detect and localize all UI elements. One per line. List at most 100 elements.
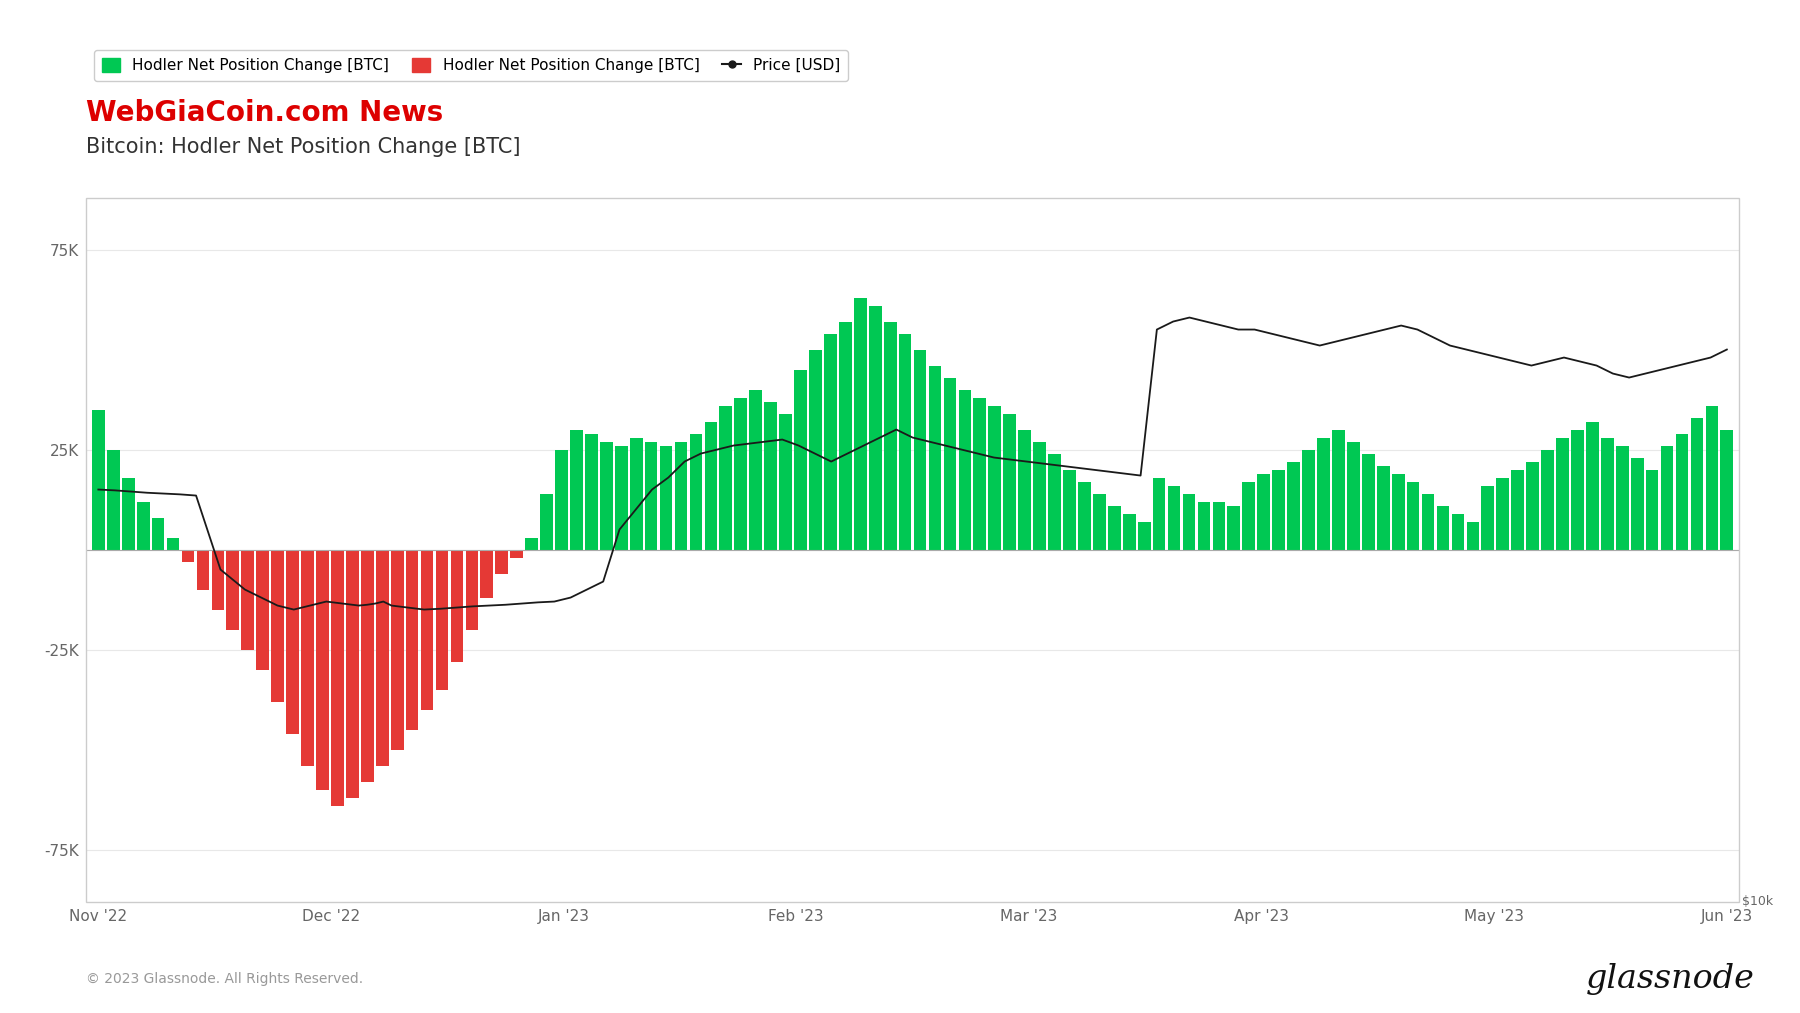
Bar xyxy=(1600,438,1613,549)
Bar xyxy=(898,333,911,549)
Text: Bitcoin: Hodler Net Position Change [BTC]: Bitcoin: Hodler Net Position Change [BTC… xyxy=(86,137,520,157)
Bar xyxy=(212,549,225,610)
Bar xyxy=(974,397,986,549)
Bar xyxy=(839,321,851,549)
Bar xyxy=(779,413,792,549)
Bar xyxy=(630,438,643,549)
Bar xyxy=(1318,438,1330,549)
Bar xyxy=(286,549,299,733)
Legend: Hodler Net Position Change [BTC], Hodler Net Position Change [BTC], Price [USD]: Hodler Net Position Change [BTC], Hodler… xyxy=(94,51,848,81)
Bar xyxy=(689,434,702,549)
Bar xyxy=(1526,462,1539,549)
Bar xyxy=(256,549,268,670)
Bar xyxy=(704,421,716,549)
Bar xyxy=(301,549,313,766)
Bar xyxy=(929,366,941,549)
Bar xyxy=(450,549,463,661)
Bar xyxy=(1109,505,1121,549)
Bar xyxy=(824,333,837,549)
Bar xyxy=(1019,430,1031,549)
Bar xyxy=(1183,493,1195,549)
Bar xyxy=(1078,481,1091,549)
Bar xyxy=(853,298,866,549)
Text: glassnode: glassnode xyxy=(1586,962,1755,995)
Bar xyxy=(1451,514,1463,549)
Bar xyxy=(675,442,688,549)
Bar xyxy=(616,446,628,549)
Bar xyxy=(644,442,657,549)
Bar xyxy=(1377,466,1390,549)
Text: © 2023 Glassnode. All Rights Reserved.: © 2023 Glassnode. All Rights Reserved. xyxy=(86,971,364,986)
Bar xyxy=(362,549,374,782)
Bar xyxy=(571,430,583,549)
Bar xyxy=(421,549,434,709)
Bar xyxy=(749,390,761,549)
Bar xyxy=(376,549,389,766)
Bar xyxy=(122,477,135,549)
Bar xyxy=(92,409,104,549)
Bar xyxy=(436,549,448,690)
Bar xyxy=(227,549,239,629)
Bar xyxy=(914,349,927,549)
Bar xyxy=(1138,522,1150,549)
Bar xyxy=(1661,446,1674,549)
Bar xyxy=(869,306,882,549)
Bar xyxy=(1631,458,1643,549)
Bar xyxy=(1363,454,1375,549)
Bar xyxy=(599,442,612,549)
Bar xyxy=(167,538,180,549)
Bar xyxy=(481,549,493,598)
Bar xyxy=(1332,430,1345,549)
Bar xyxy=(241,549,254,649)
Bar xyxy=(106,450,119,549)
Bar xyxy=(391,549,403,750)
Bar xyxy=(734,397,747,549)
Bar xyxy=(1093,493,1105,549)
Bar xyxy=(1557,438,1570,549)
Bar xyxy=(1346,442,1359,549)
Bar xyxy=(1467,522,1480,549)
Bar xyxy=(272,549,284,702)
Bar xyxy=(1422,493,1435,549)
Bar xyxy=(1541,450,1553,549)
Bar xyxy=(1586,421,1598,549)
Bar xyxy=(137,501,149,549)
Bar xyxy=(1258,473,1271,549)
Bar xyxy=(1690,417,1703,549)
Bar xyxy=(1003,413,1015,549)
Bar xyxy=(1676,434,1688,549)
Bar xyxy=(495,549,508,573)
Bar xyxy=(1571,430,1584,549)
Bar xyxy=(884,321,896,549)
Bar xyxy=(196,549,209,590)
Bar xyxy=(1152,477,1165,549)
Bar xyxy=(346,549,358,797)
Bar xyxy=(1064,470,1076,549)
Bar xyxy=(1512,470,1525,549)
Bar xyxy=(1048,454,1060,549)
Bar xyxy=(511,549,524,557)
Bar xyxy=(1496,477,1508,549)
Bar xyxy=(661,446,673,549)
Text: $10k: $10k xyxy=(1742,895,1773,908)
Bar xyxy=(585,434,598,549)
Bar xyxy=(1168,485,1181,549)
Bar xyxy=(466,549,479,629)
Bar xyxy=(331,549,344,805)
Bar xyxy=(765,401,778,549)
Bar xyxy=(1213,501,1226,549)
Bar xyxy=(988,405,1001,549)
Bar xyxy=(1242,481,1255,549)
Bar xyxy=(959,390,972,549)
Bar xyxy=(1436,505,1449,549)
Bar xyxy=(794,370,806,549)
Bar xyxy=(554,450,567,549)
Bar xyxy=(1616,446,1629,549)
Bar xyxy=(526,538,538,549)
Bar xyxy=(943,378,956,549)
Bar xyxy=(1287,462,1300,549)
Bar xyxy=(720,405,733,549)
Bar xyxy=(1391,473,1404,549)
Bar xyxy=(810,349,823,549)
Bar xyxy=(1706,405,1719,549)
